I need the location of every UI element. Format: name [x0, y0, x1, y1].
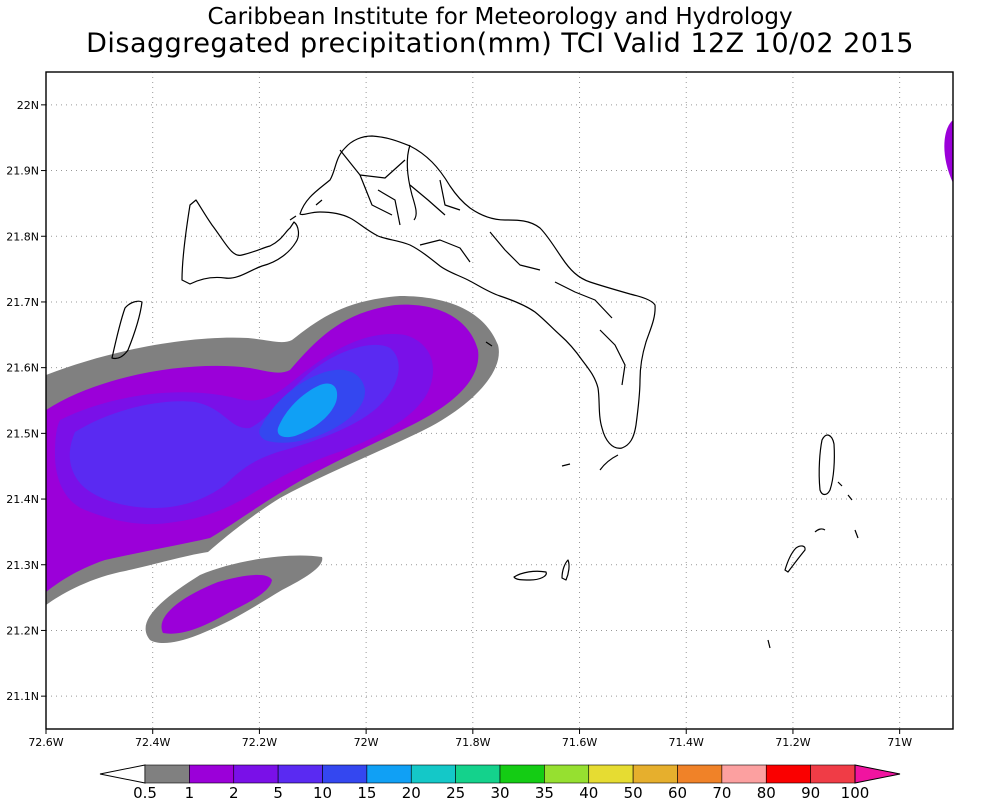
lon-tick-label-0: 72.6W [28, 736, 63, 749]
colorbar-box-4 [322, 764, 368, 784]
colorbar-label-13: 70 [712, 784, 731, 800]
lat-tick-label-4: 21.6N [6, 362, 39, 375]
colorbar-label-6: 20 [402, 784, 421, 800]
colorbar-label-7: 25 [446, 784, 465, 800]
colorbar-label-12: 60 [668, 784, 687, 800]
colorbar-box-3 [277, 764, 323, 784]
colorbar-box-8 [499, 764, 545, 784]
map-frame [45, 71, 954, 730]
colorbar-label-2: 2 [229, 784, 239, 800]
colorbar-label-4: 10 [313, 784, 332, 800]
colorbar-box-6 [410, 764, 456, 784]
colorbar-box-7 [455, 764, 501, 784]
colorbar-box-15 [810, 764, 856, 784]
colorbar-label-14: 80 [757, 784, 776, 800]
lon-tick-label-6: 71.4W [669, 736, 704, 749]
lon-tick-label-7: 71.2W [775, 736, 810, 749]
lat-tick-label-9: 21.1N [6, 690, 39, 703]
colorbar-label-0: 0.5 [133, 784, 157, 800]
graticule [46, 72, 953, 729]
lon-tick-label-1: 72.4W [135, 736, 170, 749]
lat-tick-label-8: 21.2N [6, 624, 39, 637]
lon-tick-label-5: 71.6W [562, 736, 597, 749]
colorbar-label-1: 1 [185, 784, 195, 800]
lon-tick-label-2: 72.2W [242, 736, 277, 749]
colorbar-label-8: 30 [490, 784, 509, 800]
colorbar-box-11 [632, 764, 678, 784]
lon-tick-label-4: 71.8W [455, 736, 490, 749]
lat-tick-label-5: 21.5N [6, 427, 39, 440]
precip-band-15-20mm [277, 383, 338, 438]
colorbar-box-13 [721, 764, 767, 784]
colorbar-box-0 [144, 764, 190, 784]
colorbar-box-12 [677, 764, 723, 784]
precipitation-colorbar: 0.5 1 2 5 10 15 20 25 30 35 40 50 60 70 80 90 100 [99, 764, 901, 800]
colorbar-box-2 [233, 764, 279, 784]
colorbar-label-3: 5 [273, 784, 283, 800]
map-title: Caribbean Institute for Meteorology and … [207, 4, 793, 30]
colorbar-label-15: 90 [801, 784, 820, 800]
lat-tick-label-3: 21.7N [6, 296, 39, 309]
lon-tick-label-3: 72W [354, 736, 379, 749]
colorbar-high-arrow [854, 764, 901, 784]
map-subtitle: Disaggregated precipitation(mm) TCI Vali… [86, 28, 914, 59]
colorbar-box-9 [544, 764, 590, 784]
island-outlines [111, 135, 859, 649]
colorbar-label-5: 15 [357, 784, 376, 800]
lat-tick-label-6: 21.4N [6, 493, 39, 506]
latitude-labels: 22N 21.9N 21.8N 21.7N 21.6N 21.5N 21.4N 21.3N 21… [6, 99, 46, 703]
lat-tick-label-7: 21.3N [6, 559, 39, 572]
lat-tick-label-1: 21.9N [6, 165, 39, 178]
colorbar-low-arrow [99, 764, 146, 784]
colorbar-box-1 [189, 764, 235, 784]
colorbar-label-10: 40 [579, 784, 598, 800]
colorbar-box-5 [366, 764, 412, 784]
lon-tick-label-8: 71W [887, 736, 912, 749]
colorbar-label-11: 50 [624, 784, 643, 800]
lat-tick-label-2: 21.8N [6, 230, 39, 243]
colorbar-box-10 [588, 764, 634, 784]
lat-tick-label-0: 22N [17, 99, 39, 112]
longitude-labels: 72.6W 72.4W 72.2W 72W 71.8W 71.6W 71.4W 71.2W 71… [28, 729, 912, 749]
colorbar-label-16: 100 [841, 784, 870, 800]
colorbar-label-9: 35 [535, 784, 554, 800]
colorbar-box-14 [765, 764, 811, 784]
